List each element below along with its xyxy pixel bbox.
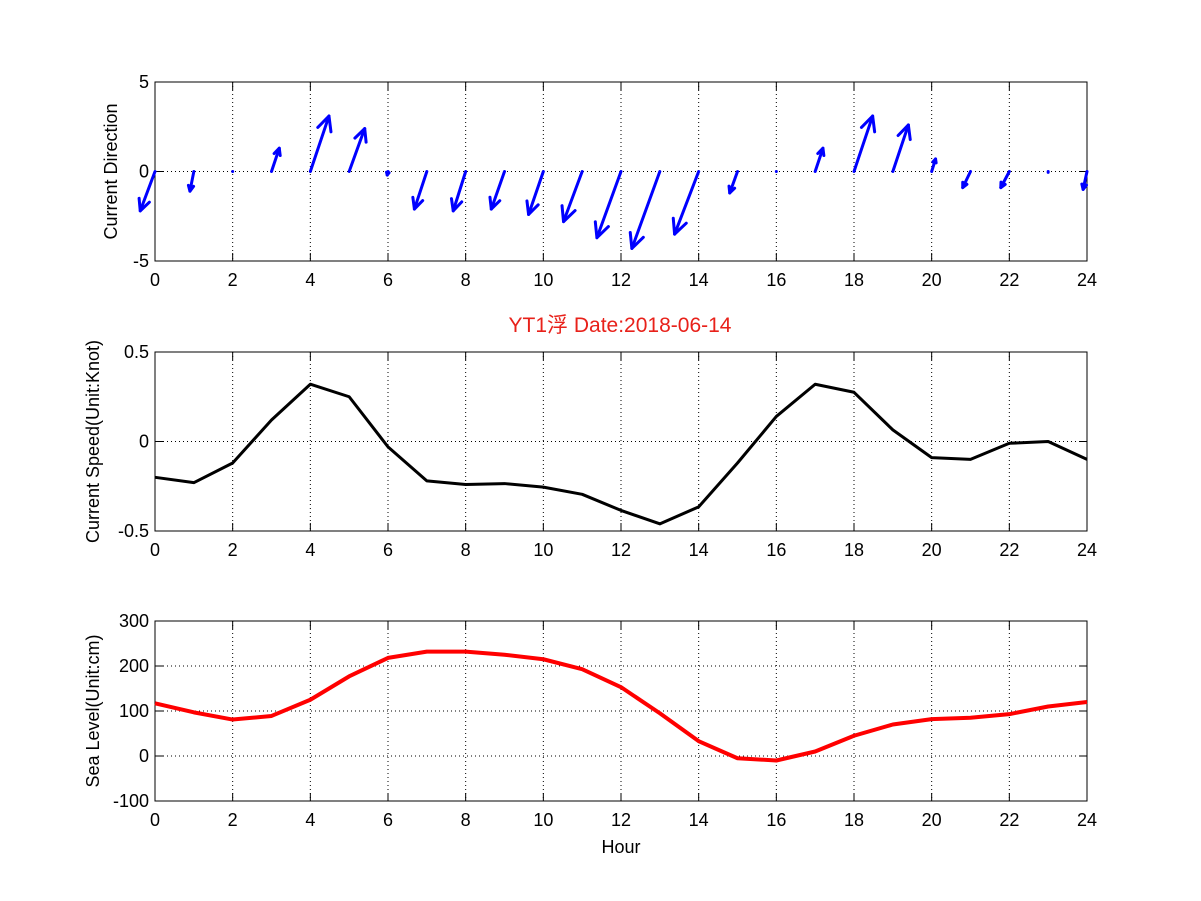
direction-xtick-label: 24	[1077, 270, 1097, 290]
sea-level-xtick-label: 4	[305, 810, 315, 830]
direction-ytick-label: 5	[139, 72, 149, 92]
direction-arrow	[449, 170, 468, 213]
speed-ytick-label: 0	[139, 432, 149, 452]
direction-arrow	[813, 146, 826, 173]
sea-level-xtick-label: 8	[461, 810, 471, 830]
speed-xtick-label: 22	[999, 540, 1019, 560]
sea-level-ytick-label: 0	[139, 746, 149, 766]
sea-level-ytick-label: 100	[119, 701, 149, 721]
speed-xtick-label: 18	[844, 540, 864, 560]
direction-arrow	[308, 114, 333, 173]
direction-xtick-label: 10	[533, 270, 553, 290]
speed-xtick-label: 6	[383, 540, 393, 560]
sea-level-ylabel: Sea Level(Unit:cm)	[83, 634, 103, 787]
speed-ytick-label: 0.5	[124, 342, 149, 362]
sea-level-xtick-label: 6	[383, 810, 393, 830]
sea-level-ytick-label: 200	[119, 656, 149, 676]
direction-arrow	[671, 170, 701, 236]
sea-level-xtick-label: 12	[611, 810, 631, 830]
sea-level-xtick-label: 10	[533, 810, 553, 830]
direction-ytick-label: -5	[133, 251, 149, 271]
chart-title: YT1浮 Date:2018-06-14	[509, 314, 732, 337]
speed-xtick-label: 20	[922, 540, 942, 560]
direction-arrow	[961, 170, 972, 190]
speed-ytick-label: -0.5	[118, 521, 149, 541]
speed-xtick-label: 16	[766, 540, 786, 560]
direction-xtick-label: 8	[461, 270, 471, 290]
direction-arrow	[930, 157, 938, 173]
sea-level-xtick-label: 2	[228, 810, 238, 830]
direction-arrow	[186, 170, 196, 193]
direction-xtick-label: 14	[689, 270, 709, 290]
direction-arrow	[525, 170, 545, 216]
sea-level-xtick-label: 24	[1077, 810, 1097, 830]
speed-xtick-label: 10	[533, 540, 553, 560]
direction-xtick-label: 22	[999, 270, 1019, 290]
direction-arrow	[1080, 170, 1089, 191]
direction-xtick-label: 18	[844, 270, 864, 290]
direction-xtick-label: 20	[922, 270, 942, 290]
speed-xtick-label: 14	[689, 540, 709, 560]
sea-level-xtick-label: 14	[689, 810, 709, 830]
speed-xtick-label: 12	[611, 540, 631, 560]
sea-level-xtick-label: 0	[150, 810, 160, 830]
sea-level-xlabel: Hour	[601, 837, 640, 857]
speed-xtick-label: 2	[228, 540, 238, 560]
direction-arrow	[270, 146, 282, 173]
direction-xtick-label: 12	[611, 270, 631, 290]
speed-xtick-label: 24	[1077, 540, 1097, 560]
direction-ylabel: Current Direction	[101, 103, 121, 239]
direction-xtick-label: 16	[766, 270, 786, 290]
direction-arrow	[999, 170, 1011, 190]
sea-level-xtick-label: 20	[922, 810, 942, 830]
direction-xtick-label: 4	[305, 270, 315, 290]
direction-arrow	[560, 170, 584, 224]
speed-xtick-label: 0	[150, 540, 160, 560]
sea-level-ytick-label: 300	[119, 611, 149, 631]
direction-arrow	[628, 170, 662, 250]
sea-level-xtick-label: 16	[766, 810, 786, 830]
sea-level-xtick-label: 18	[844, 810, 864, 830]
speed-xtick-label: 4	[305, 540, 315, 560]
direction-arrow	[488, 170, 506, 211]
speed-xtick-label: 8	[461, 540, 471, 560]
direction-xtick-label: 6	[383, 270, 393, 290]
direction-arrow	[347, 127, 368, 173]
direction-arrow	[852, 114, 877, 173]
direction-arrow	[593, 170, 623, 240]
direction-arrow	[385, 170, 391, 177]
direction-xtick-label: 2	[228, 270, 238, 290]
speed-series-line	[154, 382, 1088, 526]
sea-level-series-line	[154, 649, 1088, 763]
speed-ylabel: Current Speed(Unit:Knot)	[83, 340, 103, 543]
sea-level-xtick-label: 22	[999, 810, 1019, 830]
direction-arrow	[891, 123, 912, 173]
direction-ytick-label: 0	[139, 162, 149, 182]
direction-arrow	[137, 170, 157, 213]
direction-xtick-label: 0	[150, 270, 160, 290]
sea-level-ytick-label: -100	[113, 791, 149, 811]
direction-arrow	[411, 170, 429, 211]
direction-arrow	[727, 170, 739, 195]
